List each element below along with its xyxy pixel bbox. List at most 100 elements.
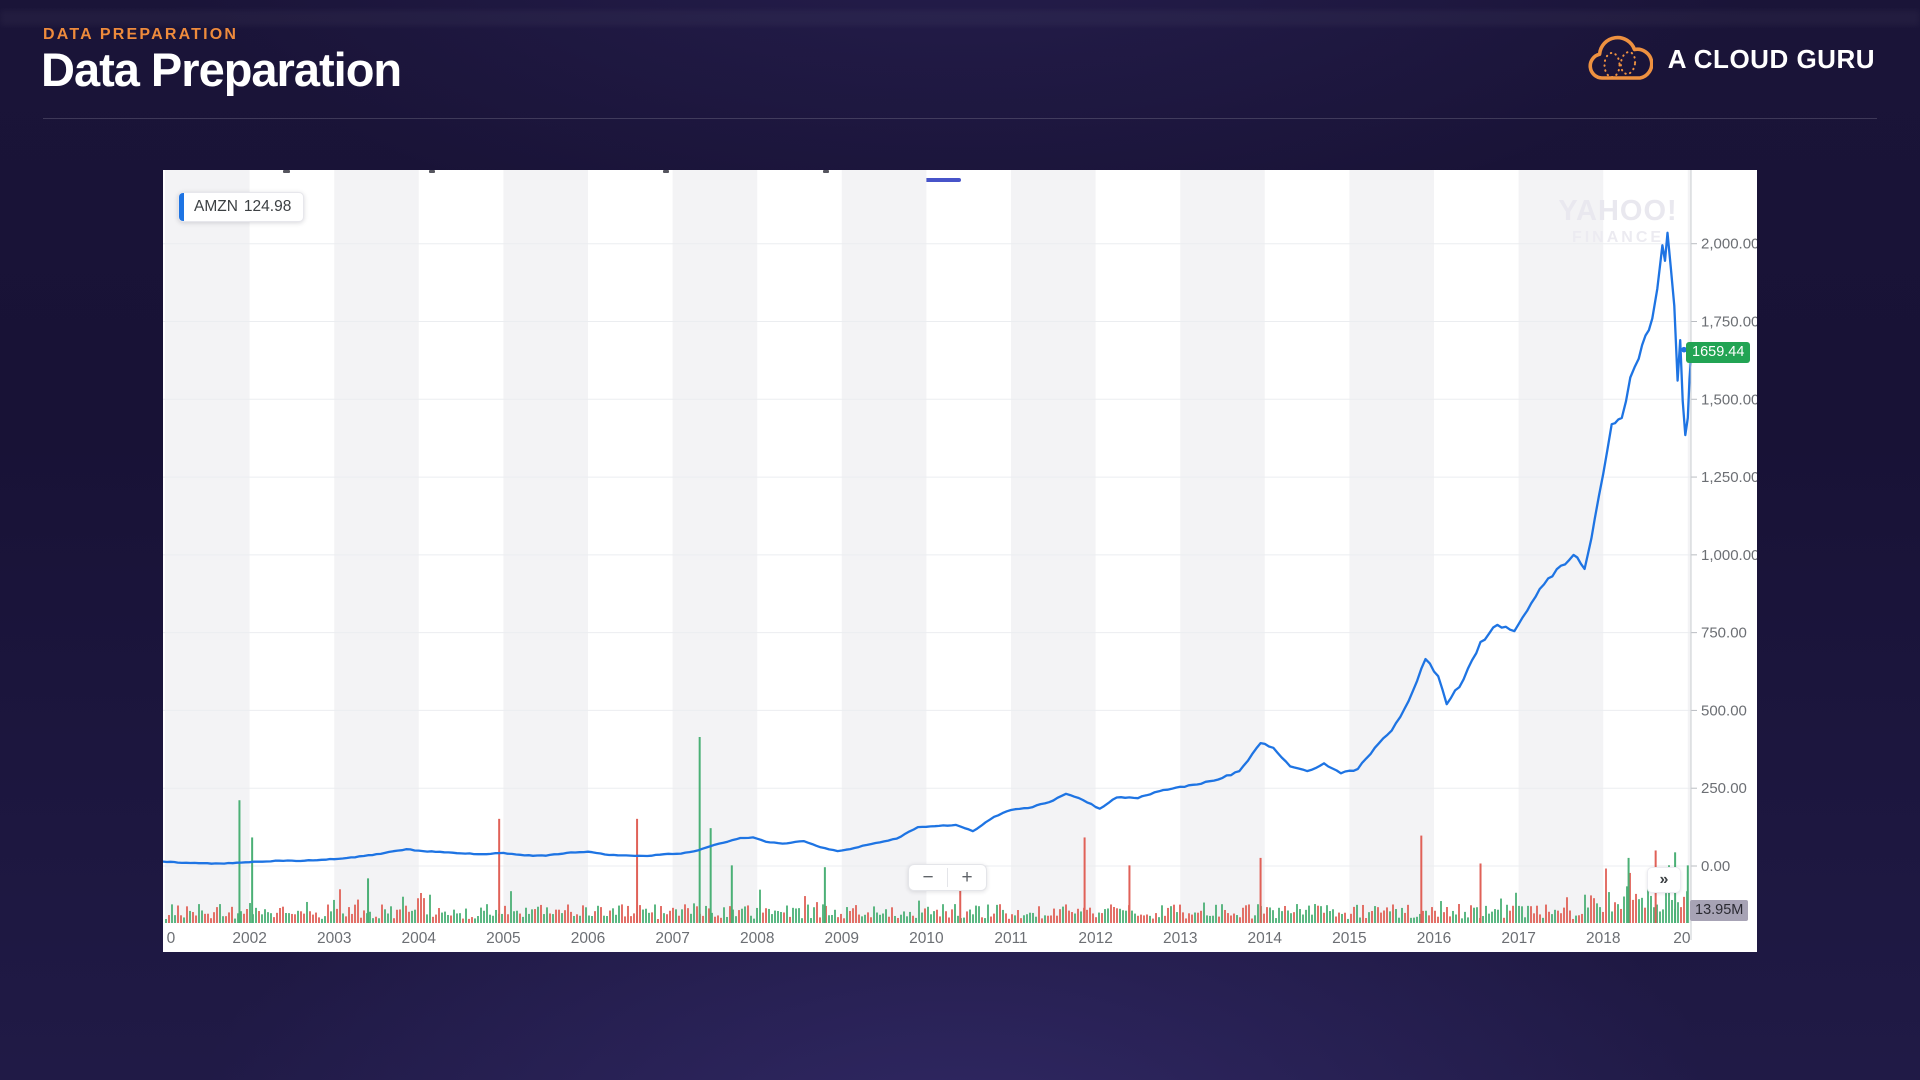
- volume-bar: [1425, 910, 1427, 923]
- volume-bar: [261, 914, 263, 923]
- volume-bar: [471, 917, 473, 923]
- volume-bar: [735, 916, 737, 923]
- volume-bar: [876, 912, 878, 923]
- volume-bar: [1002, 909, 1004, 923]
- volume-bar: [1443, 912, 1445, 923]
- volume-bar: [957, 915, 959, 923]
- volume-spike: [367, 878, 370, 923]
- volume-bar: [1683, 896, 1685, 923]
- pan-right-button[interactable]: »: [1647, 867, 1681, 893]
- volume-bar: [942, 904, 944, 923]
- volume-bar: [399, 909, 401, 923]
- volume-bar: [723, 907, 725, 923]
- volume-bar: [702, 915, 704, 923]
- volume-bar: [789, 916, 791, 923]
- volume-bar: [231, 906, 233, 923]
- y-axis-label: 250.00: [1701, 780, 1747, 797]
- volume-bar: [1176, 912, 1178, 923]
- x-axis-label: 2007: [655, 930, 689, 947]
- volume-bar: [372, 918, 374, 923]
- volume-bar: [630, 916, 632, 923]
- volume-bar: [360, 917, 362, 923]
- price-volume-plot[interactable]: 2,000.00 1,750.00 1,500.00 1,250.00 1,000.00…: [163, 170, 1757, 952]
- volume-bar: [894, 915, 896, 923]
- volume-bar: [1371, 910, 1373, 923]
- volume-bar: [540, 904, 542, 923]
- volume-bar: [753, 918, 755, 923]
- volume-bar: [1389, 911, 1391, 923]
- volume-bar: [1548, 911, 1550, 923]
- volume-bar: [396, 909, 398, 923]
- last-price-tag: 1659.44: [1686, 342, 1751, 363]
- volume-bar: [840, 913, 842, 923]
- x-axis-label: 2014: [1248, 930, 1283, 947]
- volume-bar: [216, 907, 218, 923]
- volume-bar: [1500, 898, 1502, 923]
- volume-bar: [939, 916, 941, 923]
- zoom-out-button[interactable]: −: [909, 865, 947, 890]
- volume-bar: [750, 915, 752, 923]
- volume-bar: [240, 911, 242, 923]
- volume-bar: [1254, 915, 1256, 923]
- volume-bar: [1209, 915, 1211, 923]
- last-volume-tag: 13.95M: [1690, 900, 1749, 921]
- volume-bar: [1203, 902, 1205, 923]
- volume-bar: [336, 908, 338, 923]
- y-axis-label: 1,000.00: [1701, 547, 1757, 564]
- x-axis-label: 2003: [317, 930, 351, 947]
- volume-bar: [1641, 897, 1643, 923]
- volume-bar: [1143, 915, 1145, 923]
- volume-bar: [855, 905, 857, 923]
- volume-bar: [225, 916, 227, 923]
- volume-bar: [258, 911, 260, 923]
- volume-bar: [684, 904, 686, 923]
- volume-bar: [306, 901, 308, 923]
- volume-bar: [810, 918, 812, 923]
- volume-bar: [255, 907, 257, 923]
- volume-bar: [1191, 914, 1193, 923]
- volume-bar: [813, 907, 815, 923]
- volume-bar: [312, 914, 314, 923]
- volume-bar: [633, 913, 635, 923]
- volume-bar: [321, 918, 323, 923]
- x-axis-label: 0: [167, 930, 176, 947]
- volume-bar: [1497, 909, 1499, 923]
- volume-bar: [207, 913, 209, 923]
- volume-bar: [621, 904, 623, 923]
- volume-bar: [747, 905, 749, 923]
- year-stripe: [841, 170, 927, 923]
- volume-bar: [1224, 909, 1226, 923]
- volume-bar: [1557, 910, 1559, 923]
- volume-bar: [411, 910, 413, 923]
- volume-bar: [564, 910, 566, 923]
- volume-bar: [600, 907, 602, 923]
- zoom-in-button[interactable]: +: [948, 865, 986, 890]
- volume-bar: [1317, 905, 1319, 923]
- volume-bar: [552, 914, 554, 923]
- volume-bar: [921, 912, 923, 923]
- volume-bar: [1410, 917, 1412, 923]
- volume-bar: [354, 904, 356, 923]
- volume-bar: [408, 911, 410, 923]
- volume-bar: [342, 913, 344, 923]
- volume-bar: [714, 916, 716, 923]
- volume-bar: [654, 904, 656, 923]
- volume-bar: [936, 909, 938, 923]
- volume-bar: [801, 918, 803, 923]
- volume-bar: [588, 915, 590, 923]
- volume-spike: [1479, 863, 1482, 923]
- volume-bar: [906, 916, 908, 923]
- volume-bar: [1566, 897, 1568, 923]
- volume-bar: [480, 907, 482, 923]
- volume-bar: [1665, 893, 1667, 923]
- volume-bar: [465, 908, 467, 923]
- volume-bar: [1161, 905, 1163, 923]
- volume-bar: [390, 906, 392, 923]
- volume-bar: [915, 917, 917, 923]
- cloud-icon: [1588, 35, 1653, 80]
- volume-bar: [1374, 906, 1376, 923]
- volume-bar: [1575, 915, 1577, 923]
- volume-bar: [441, 912, 443, 923]
- volume-bar: [759, 889, 761, 923]
- volume-bar: [1593, 898, 1595, 923]
